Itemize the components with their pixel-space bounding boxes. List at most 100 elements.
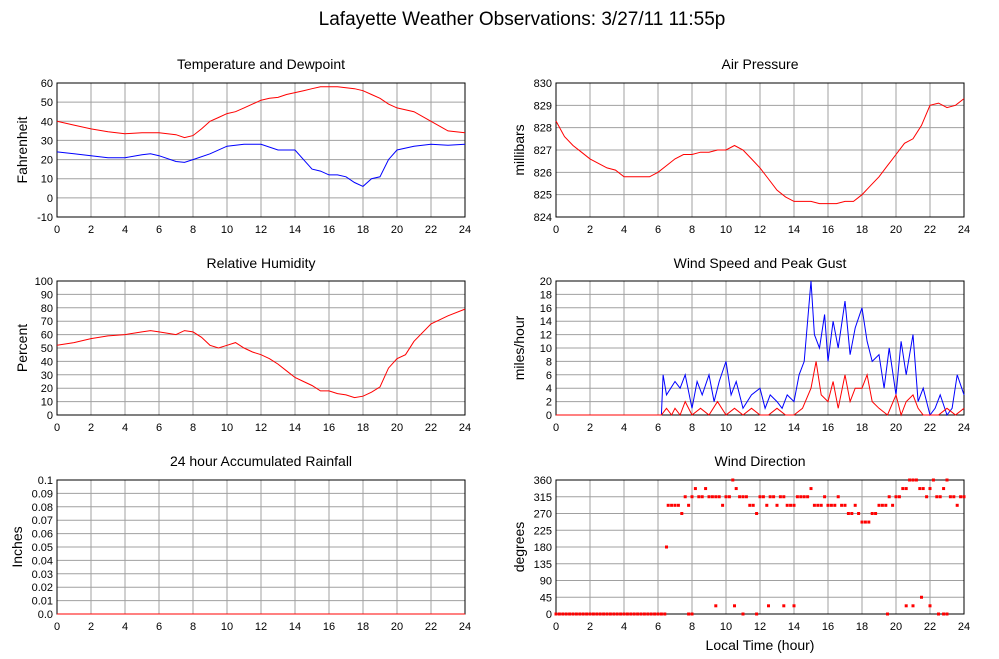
data-point bbox=[887, 495, 891, 499]
data-point bbox=[727, 495, 731, 499]
data-point bbox=[733, 604, 736, 608]
data-point bbox=[870, 512, 874, 515]
y-tick-label: 0 bbox=[546, 410, 552, 422]
data-point bbox=[802, 495, 806, 499]
data-point bbox=[857, 512, 861, 515]
data-point bbox=[795, 495, 799, 499]
data-point bbox=[942, 612, 946, 616]
x-tick-label: 24 bbox=[958, 621, 970, 633]
data-point bbox=[935, 495, 939, 499]
x-tick-label: 6 bbox=[655, 621, 661, 633]
x-tick-label: 2 bbox=[587, 621, 593, 633]
y-tick-label: 45 bbox=[540, 592, 552, 604]
x-tick-label: 24 bbox=[459, 621, 471, 633]
data-point bbox=[874, 512, 878, 515]
data-point bbox=[605, 612, 609, 616]
y-tick-label: 0.0 bbox=[38, 609, 53, 621]
x-tick-label: 12 bbox=[255, 621, 267, 633]
data-point bbox=[653, 612, 657, 616]
y-tick-label: 30 bbox=[41, 370, 53, 382]
x-tick-label: 4 bbox=[621, 621, 627, 633]
data-point bbox=[598, 612, 602, 616]
data-point bbox=[785, 503, 789, 507]
x-tick-label: 12 bbox=[255, 422, 267, 434]
data-point bbox=[571, 612, 575, 616]
y-tick-label: 0.03 bbox=[32, 569, 53, 581]
x-tick-label: 2 bbox=[88, 422, 94, 434]
y-tick-label: -10 bbox=[37, 212, 53, 224]
y-tick-label: 50 bbox=[41, 97, 53, 109]
data-point bbox=[608, 612, 612, 616]
y-tick-label: 824 bbox=[534, 212, 552, 224]
y-tick-label: 10 bbox=[41, 397, 53, 409]
data-point bbox=[816, 503, 820, 507]
data-point bbox=[772, 495, 776, 499]
data-point bbox=[717, 495, 721, 499]
data-point bbox=[826, 503, 830, 507]
data-point bbox=[632, 612, 636, 616]
data-point bbox=[945, 612, 949, 616]
chart-title: Wind Direction bbox=[714, 453, 805, 469]
y-tick-label: 0 bbox=[546, 609, 552, 621]
x-tick-label: 4 bbox=[621, 422, 627, 434]
y-tick-label: 14 bbox=[540, 316, 552, 328]
data-point bbox=[687, 612, 691, 616]
data-point bbox=[622, 612, 626, 616]
data-point bbox=[955, 503, 959, 507]
x-tick-label: 24 bbox=[459, 422, 471, 434]
data-point bbox=[829, 503, 833, 507]
data-point bbox=[914, 478, 918, 482]
y-tick-label: 60 bbox=[41, 78, 53, 90]
x-tick-label: 22 bbox=[924, 224, 936, 236]
data-point bbox=[639, 612, 643, 616]
data-point bbox=[799, 495, 803, 499]
data-point bbox=[619, 612, 623, 616]
data-point bbox=[683, 495, 687, 499]
y-tick-label: 315 bbox=[534, 492, 552, 504]
x-tick-label: 16 bbox=[323, 422, 335, 434]
x-tick-label: 10 bbox=[221, 621, 233, 633]
y-tick-label: 2 bbox=[546, 397, 552, 409]
x-tick-label: 18 bbox=[856, 621, 868, 633]
y-tick-label: 830 bbox=[534, 78, 552, 90]
y-tick-label: 50 bbox=[41, 343, 53, 355]
y-tick-label: 0 bbox=[47, 193, 53, 205]
data-point bbox=[758, 495, 762, 499]
x-tick-label: 4 bbox=[122, 422, 128, 434]
data-point bbox=[928, 487, 932, 491]
y-axis-label: degrees bbox=[511, 522, 527, 573]
x-tick-label: 22 bbox=[924, 422, 936, 434]
x-tick-label: 14 bbox=[788, 422, 800, 434]
data-point bbox=[710, 495, 714, 499]
x-tick-label: 6 bbox=[655, 422, 661, 434]
data-point bbox=[942, 487, 946, 491]
x-tick-label: 0 bbox=[553, 224, 559, 236]
data-point bbox=[846, 512, 850, 515]
data-point bbox=[690, 495, 694, 499]
x-tick-label: 8 bbox=[190, 224, 196, 236]
data-point bbox=[578, 612, 582, 616]
data-point bbox=[792, 503, 796, 507]
page-title: Lafayette Weather Observations: 3/27/11 … bbox=[319, 9, 726, 30]
data-point bbox=[884, 503, 888, 507]
x-tick-label: 20 bbox=[391, 621, 403, 633]
series-line-0 bbox=[56, 86, 466, 139]
data-point bbox=[693, 487, 697, 491]
y-tick-label: 827 bbox=[534, 145, 552, 157]
x-tick-label: 20 bbox=[391, 422, 403, 434]
data-point bbox=[833, 503, 837, 507]
y-tick-label: 0.02 bbox=[32, 582, 53, 594]
data-point bbox=[612, 612, 616, 616]
data-point bbox=[564, 612, 568, 616]
data-point bbox=[704, 487, 708, 491]
data-point bbox=[937, 612, 940, 616]
data-point bbox=[840, 503, 844, 507]
data-point bbox=[680, 512, 684, 515]
y-tick-label: 0.09 bbox=[32, 488, 53, 500]
data-point bbox=[690, 612, 694, 616]
y-tick-label: 20 bbox=[41, 383, 53, 395]
x-tick-label: 2 bbox=[587, 422, 593, 434]
data-point bbox=[741, 612, 745, 616]
